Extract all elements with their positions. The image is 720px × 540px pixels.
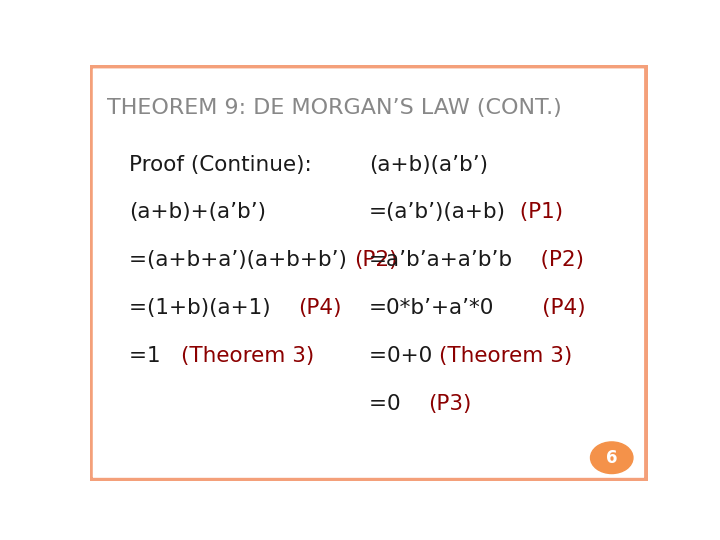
Text: =a’b’a+a’b’b: =a’b’a+a’b’b	[369, 250, 513, 270]
Text: (a+b)(a’b’): (a+b)(a’b’)	[369, 154, 488, 174]
Text: =(a+b+a’)(a+b+b’): =(a+b+a’)(a+b+b’)	[129, 250, 354, 270]
Text: (Theorem 3): (Theorem 3)	[439, 346, 572, 366]
Text: =(1+b)(a+1): =(1+b)(a+1)	[129, 298, 298, 318]
Text: (P2): (P2)	[513, 250, 584, 270]
Text: =0*b’+a’*0: =0*b’+a’*0	[369, 298, 495, 318]
Text: =(a’b’)(a+b): =(a’b’)(a+b)	[369, 202, 506, 222]
Text: THEOREM 9: DE MORGAN’S LAW (CONT.): THEOREM 9: DE MORGAN’S LAW (CONT.)	[107, 98, 562, 118]
Text: =0+0: =0+0	[369, 346, 439, 366]
Text: (a+b)+(a’b’): (a+b)+(a’b’)	[129, 202, 266, 222]
Text: =0: =0	[369, 394, 428, 414]
Text: (P1): (P1)	[506, 202, 563, 222]
Text: 6: 6	[606, 449, 618, 467]
Text: (P3): (P3)	[428, 394, 472, 414]
FancyBboxPatch shape	[90, 66, 647, 481]
Text: (P4): (P4)	[298, 298, 342, 318]
Text: Proof (Continue):: Proof (Continue):	[129, 154, 312, 174]
Circle shape	[590, 442, 633, 474]
Text: (P4): (P4)	[495, 298, 586, 318]
Text: (P2): (P2)	[354, 250, 397, 270]
Text: =1: =1	[129, 346, 181, 366]
Text: (Theorem 3): (Theorem 3)	[181, 346, 315, 366]
